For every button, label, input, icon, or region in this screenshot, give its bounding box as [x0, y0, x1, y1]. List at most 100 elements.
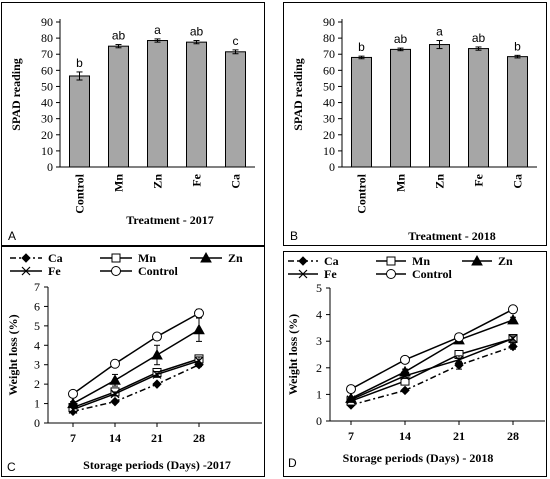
panel-d-x-tick-label: 7 — [348, 429, 354, 443]
panel-d-series-fe-point-stroke — [400, 371, 410, 381]
panel-b-x-tick-label: Control — [355, 173, 369, 213]
panel-d-x-tick-label: 21 — [453, 429, 465, 443]
panel-c-series-fe-legend-label: Fe — [48, 264, 61, 278]
panel-c-x-tick-label: 28 — [193, 431, 205, 445]
panel-c-label: C — [7, 460, 16, 474]
panel-b-y-tick-label: 50 — [323, 79, 335, 93]
panel-d-y-tick-label: 3 — [316, 334, 322, 348]
panel-d-series-fe-point-stroke — [346, 395, 356, 405]
panel-d-series-ca-point — [508, 341, 518, 352]
panel-b-x-tick-label: Mn — [394, 174, 408, 192]
panel-c-series-fe-point — [68, 404, 78, 414]
panel-a-x-tick-label: Mn — [112, 174, 126, 192]
panel-a-bar-zn — [147, 40, 168, 168]
panel-a-y-tick-label: 60 — [41, 63, 53, 77]
panel-a-bar-mn — [108, 45, 129, 168]
panel-d-series-fe-legend-label: Fe — [324, 267, 337, 281]
panel-c-series-zn-legend-label: Zn — [228, 251, 243, 265]
panel-a-y-tick-label: 0 — [47, 160, 53, 174]
panel-d-series-fe-point — [346, 395, 356, 405]
panel-c-series-fe-point — [152, 370, 162, 379]
panel-c-series-fe-line — [72, 360, 200, 411]
panel-b-x-tick-label: Ca — [511, 174, 525, 189]
panel-b-y-tick-label: 20 — [323, 128, 335, 142]
panel-d-y-tick-label: 5 — [316, 281, 322, 295]
panel-b-label: B — [290, 229, 298, 243]
panel-c-series-zn-point — [151, 348, 163, 360]
panel-a-significance-label: ab — [190, 25, 204, 39]
panel-a-significance-label: ab — [112, 29, 126, 43]
panel-b-y-tick-label: 80 — [323, 31, 335, 45]
panel-c-series-fe-legend-marker — [21, 266, 31, 276]
panel-d-series-zn-legend-marker — [471, 254, 483, 266]
panel-a-significance-label: b — [76, 56, 83, 70]
panel-b-x-axis-title: Treatment - 2018 — [408, 229, 496, 243]
panel-c-series-ca-line — [72, 364, 200, 413]
panel-c-x-tick-label: 21 — [151, 431, 163, 445]
panel-c-series-fe-point — [194, 356, 204, 366]
panel-c-series-ca-legend-marker — [21, 253, 31, 263]
panel-d-series-control-line — [350, 308, 514, 390]
panel-a-bar-control — [69, 75, 90, 168]
panel-a-y-tick-label: 20 — [41, 128, 53, 142]
panel-d-series-zn-legend-label: Zn — [498, 254, 513, 268]
panel-b-y-axis-title: SPAD reading — [291, 58, 305, 131]
panel-b-bar-control — [351, 56, 372, 168]
panel-c-series-mn-legend-marker — [111, 253, 121, 263]
panel-d-y-axis-title: Weight loss (%) — [286, 314, 300, 395]
panel-c-y-tick-label: 0 — [34, 416, 40, 430]
panel-d-y-tick-label: 0 — [316, 414, 322, 428]
panel-a-frame — [1, 2, 265, 246]
panel-b-significance-label: ab — [472, 31, 486, 45]
panel-c-series-fe-point — [110, 389, 120, 399]
panel-a-label: A — [8, 229, 16, 243]
panel-d-x-axis-title: Storage periods (Days) - 2018 — [343, 451, 494, 465]
panel-b-significance-label: b — [358, 40, 365, 54]
panel-b-y-tick-label: 60 — [323, 63, 335, 77]
panel-d-series-control-point — [400, 354, 410, 365]
panel-d-y-tick-label: 1 — [316, 387, 322, 401]
panel-c-series-mn-line — [72, 358, 200, 409]
panel-d-series-fe-legend-marker-stroke — [298, 269, 308, 279]
panel-a-bar-ca — [225, 51, 246, 168]
panel-b-y-tick-label: 70 — [323, 47, 335, 61]
panel-d-series-fe-line — [350, 337, 514, 401]
panel-c-y-tick-label: 2 — [34, 377, 40, 391]
panel-d-series-fe-point — [400, 371, 410, 381]
panel-c-series-control-point — [110, 358, 120, 369]
panel-c-series-control-legend-label: Control — [138, 264, 178, 278]
panel-a-y-tick-label: 90 — [41, 15, 53, 29]
panel-c-series-zn-point — [193, 323, 205, 335]
panel-c-y-tick-label: 3 — [34, 358, 40, 372]
panel-c-frame — [1, 246, 265, 477]
panel-a-y-axis-title: SPAD reading — [9, 58, 23, 131]
panel-c-y-tick-label: 5 — [34, 319, 40, 333]
panel-b-y-tick-label: 10 — [323, 144, 335, 158]
panel-a-y-tick-label: 40 — [41, 96, 53, 110]
panel-c-series-zn-point — [109, 374, 121, 385]
panel-d-series-mn-legend-label: Mn — [412, 254, 430, 268]
panel-a-x-axis-title: Treatment - 2017 — [126, 213, 214, 227]
panel-b-x-tick-label: Fe — [472, 173, 486, 186]
panel-d-label: D — [288, 456, 297, 470]
panel-c-series-fe-point-stroke — [68, 404, 78, 414]
panel-c-series-fe-point-stroke — [110, 389, 120, 399]
panel-b-y-tick-label: 40 — [323, 96, 335, 110]
panel-d-x-tick-label: 28 — [507, 429, 519, 443]
panel-c-series-zn-line — [72, 329, 200, 405]
panel-d-series-fe-point — [508, 334, 518, 343]
panel-c-series-control-legend-marker — [111, 266, 121, 276]
panel-d-series-zn-point — [507, 313, 519, 325]
panel-d-series-ca-legend-label: Ca — [324, 254, 339, 268]
panel-b-bar-zn — [429, 44, 450, 168]
panel-c-x-tick-label: 7 — [70, 431, 76, 445]
panel-a-significance-label: a — [154, 23, 161, 37]
panel-d-series-ca-point — [400, 385, 410, 396]
panel-c-x-tick-label: 14 — [109, 431, 121, 445]
panel-d-series-control-point — [346, 384, 356, 395]
panel-b-y-tick-label: 0 — [329, 160, 335, 174]
panel-b-significance-label: ab — [394, 32, 408, 46]
panel-c-series-control-point — [68, 388, 78, 399]
panel-d-series-zn-line — [350, 319, 514, 400]
panel-c-series-fe-point-stroke — [152, 370, 162, 379]
